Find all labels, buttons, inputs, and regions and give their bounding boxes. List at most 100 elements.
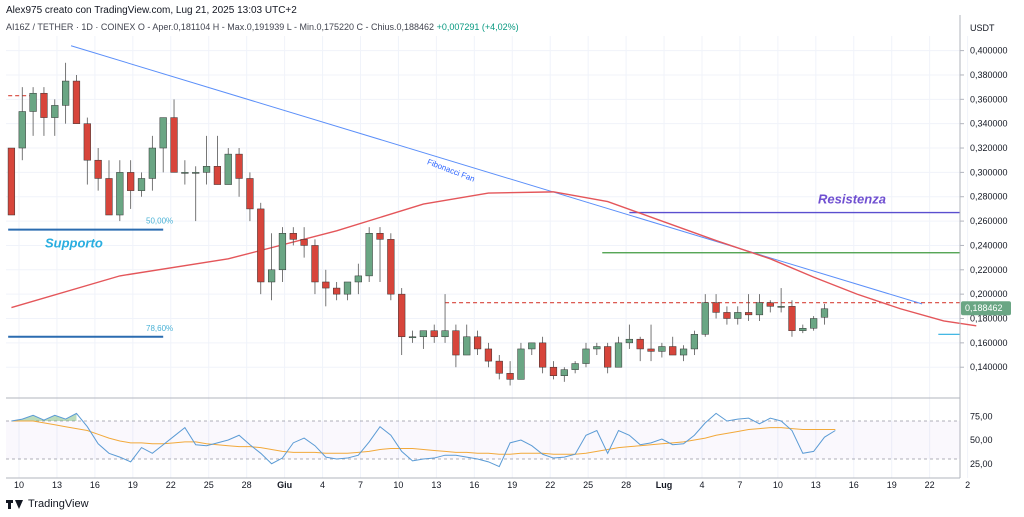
candle-body [419,330,427,338]
candle-body [300,239,308,246]
candle-body [810,318,818,329]
time-tick-label: 28 [621,480,631,490]
candle-body [658,346,666,352]
tradingview-footer[interactable]: TradingView [6,498,89,510]
candle-body [289,233,297,240]
price-tick-label: 0,260000 [970,216,1008,226]
candle-body [690,334,699,350]
candle-body [127,172,135,191]
candle-body [452,330,460,356]
time-tick-label: 4 [699,480,704,490]
candle-body [820,308,829,318]
price-tick-label: 0,280000 [970,192,1008,202]
time-tick-label: 7 [358,480,363,490]
candle-body [343,281,352,295]
time-tick-label: 16 [849,480,859,490]
time-tick-label: 13 [431,480,441,490]
candle-body [62,80,70,106]
price-tick-label: 0,240000 [970,240,1008,250]
time-tick-label: 10 [393,480,403,490]
candle-body [473,336,482,350]
chart-header-author: Alex975 creato con TradingView.com, Lug … [6,5,297,16]
candle-body [18,111,26,149]
candlestick-series [7,62,829,386]
candle-body [137,178,146,191]
candle-body [257,208,265,283]
candle-body [528,342,536,350]
time-tick-label: Giu [277,480,292,490]
candle-body [72,80,81,124]
candle-body [755,302,764,316]
candle-body [701,302,709,335]
candle-body [181,172,189,174]
chart-overlays: Supporto50,00%78,60%ResistenzaFibonacci … [8,45,977,338]
candle-body [712,302,720,313]
fibonacci-fan-line [70,45,923,305]
last-price-tag [961,301,1011,316]
candle-body [484,348,493,362]
rsi-tick-label: 50,00 [970,435,993,445]
price-tick-label: 0,380000 [970,70,1008,80]
candle-body [333,287,341,295]
price-tick-label: 0,320000 [970,143,1008,153]
candle-body [278,233,287,271]
candle-body [549,366,558,376]
candle-body [604,346,612,368]
candle-body [495,360,503,374]
candle-body [159,117,167,149]
time-tick-label: 22 [166,480,176,490]
candle-body [614,342,623,368]
resistance-label: Resistenza [818,192,886,207]
candle-body [311,245,319,283]
chart-grid [6,36,969,478]
candle-body [679,348,688,356]
rsi-band [6,421,960,459]
time-tick-label: 25 [204,480,214,490]
candle-body [441,330,449,338]
time-tick-label: 22 [545,480,555,490]
time-tick-label: 4 [320,480,325,490]
candle-body [224,153,232,185]
candle-body [105,178,113,216]
time-tick-label: 28 [242,480,252,490]
time-tick-label: Lug [656,480,673,490]
chart-header-ohlc: AI16Z / TETHER · 1D · COINEX O - Aper.0,… [6,22,519,32]
rsi-line [11,412,836,468]
candle-body [83,123,91,161]
price-tick-label: 0,180000 [970,314,1008,324]
candle-body [647,348,655,352]
last-price-label: 0,188462 [965,303,1003,313]
candle-body [387,239,395,295]
chart-axes: 0,400000 0,380000 0,360000 0,340000 0,320000… [6,15,1011,490]
candle-body [636,338,644,350]
candle-body [539,342,547,368]
candle-body [430,330,438,338]
candle-body [116,172,124,216]
price-tick-label: 0,300000 [970,167,1008,177]
candle-body [571,363,579,370]
candle-body [625,338,633,344]
time-tick-label: 16 [90,480,100,490]
candle-body [322,281,330,289]
axis-unit-label: USDT [970,23,995,33]
candle-body [506,373,514,380]
rsi-panel [6,412,960,468]
candle-body [560,369,568,376]
candle-body [94,159,102,179]
candle-body [582,348,590,364]
candle-body [235,153,243,179]
candle-body [408,336,417,339]
price-tick-label: 0,200000 [970,289,1008,299]
fib-level-label: 50,00% [146,217,173,226]
time-tick-label: 22 [925,480,935,490]
candle-body [788,306,796,331]
support-label: Supporto [45,236,103,251]
price-change: +0,007291 (+4,02%) [436,22,519,32]
rsi-overbought-fill [11,413,77,421]
candle-body [40,92,48,118]
candle-body [723,312,731,319]
time-tick-label: 16 [469,480,479,490]
tradingview-logo-icon [6,499,24,509]
candle-body [463,336,471,356]
